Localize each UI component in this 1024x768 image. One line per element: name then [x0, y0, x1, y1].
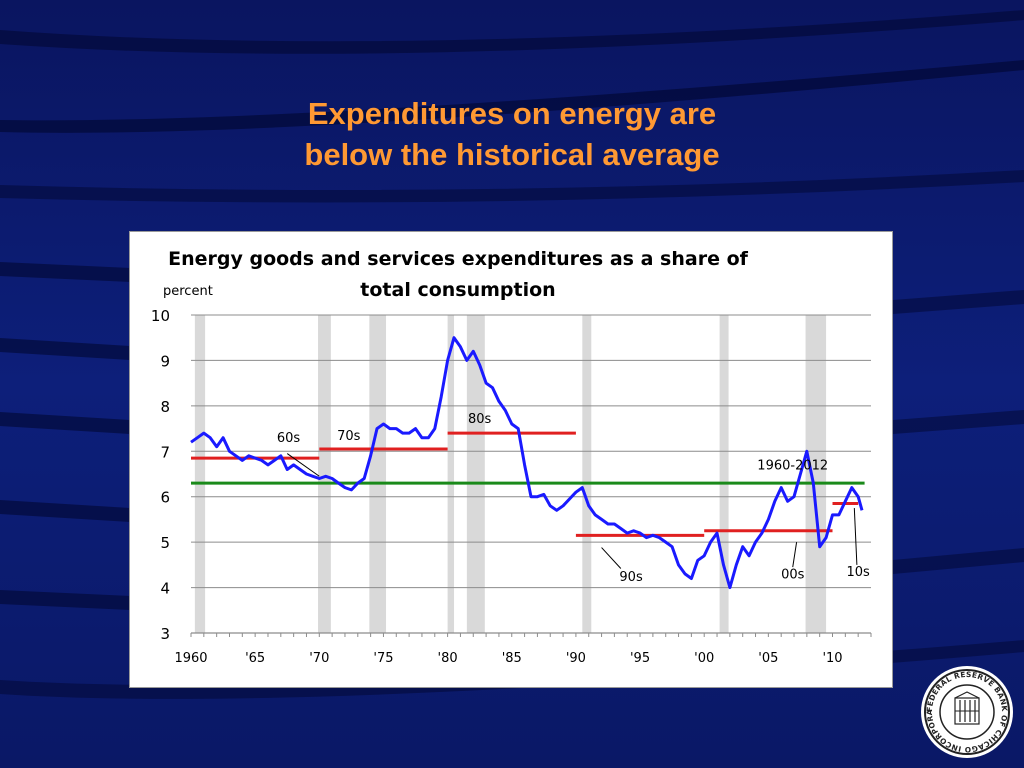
- x-tick-label: '05: [758, 651, 778, 666]
- recession-band: [318, 315, 331, 633]
- gridlines-group: [191, 314, 871, 589]
- x-tick-label: '80: [438, 651, 458, 666]
- y-tick-label: 6: [160, 489, 170, 507]
- energy-share-chart: 3 4 5 6 7 8 9 10 1960 '65 '70 '75 '80 '85 '90 '95 '00 '0…: [151, 248, 872, 666]
- y-tick-label: 9: [160, 352, 170, 370]
- recession-band: [447, 315, 455, 633]
- recession-band: [719, 315, 729, 633]
- federal-reserve-seal-logo: FEDERAL RESERVE BANK OF CHICAGO INCORPOR…: [919, 664, 1013, 758]
- y-tick-label: 10: [151, 307, 170, 325]
- annotation-leader-line: [601, 547, 622, 569]
- x-tick-label: '70: [309, 651, 329, 666]
- x-tick-label: '75: [373, 651, 393, 666]
- x-tick-label: 1960: [174, 651, 207, 666]
- recession-band: [194, 315, 206, 633]
- x-tick-label: '10: [822, 651, 842, 666]
- x-tick-labels-group: 1960 '65 '70 '75 '80 '85 '90 '95 '00 '05 '10: [174, 651, 842, 666]
- y-axis-unit-label: percent: [163, 284, 213, 299]
- y-tick-labels-group: 3 4 5 6 7 8 9 10: [151, 307, 170, 643]
- chart-panel: 3 4 5 6 7 8 9 10 1960 '65 '70 '75 '80 '85 '90 '95 '00 '0…: [129, 231, 893, 688]
- annotations-group: 60s 70s 80s 90s 00s 10s 1960-2012: [277, 412, 870, 585]
- average-line-label: 90s: [619, 570, 643, 585]
- annotation-leader-line: [792, 542, 798, 568]
- annotation-leader-line: [853, 508, 858, 565]
- slide-title: Expenditures on energy are below the his…: [0, 93, 1024, 175]
- chart-title-line-2: total consumption: [360, 279, 555, 301]
- annotation-leader-line: [286, 453, 320, 477]
- recession-band: [466, 315, 485, 633]
- average-line-label: 10s: [847, 565, 871, 580]
- recession-band: [805, 315, 827, 633]
- recession-band: [369, 315, 387, 633]
- x-tick-label: '95: [630, 651, 650, 666]
- x-tick-label: '65: [245, 651, 265, 666]
- average-line-label: 70s: [337, 429, 361, 444]
- recession-band: [582, 315, 592, 633]
- y-tick-label: 8: [160, 398, 170, 416]
- slide-title-line-2: below the historical average: [304, 137, 720, 172]
- energy-share-series-line: [190, 336, 864, 590]
- y-tick-label: 5: [160, 534, 170, 552]
- series-group: [190, 336, 864, 590]
- x-tick-label: '00: [694, 651, 714, 666]
- x-tick-label: '90: [566, 651, 586, 666]
- slide-title-line-1: Expenditures on energy are: [307, 96, 717, 131]
- average-line-label: 80s: [468, 412, 492, 427]
- average-line-label: 60s: [277, 431, 301, 446]
- average-line-label: 1960-2012: [757, 458, 828, 473]
- recession-shading-group: [194, 315, 827, 633]
- y-tick-label: 3: [160, 625, 170, 643]
- average-line-label: 00s: [781, 567, 805, 582]
- chart-title-line-1: Energy goods and services expenditures a…: [168, 248, 749, 270]
- y-tick-label: 4: [160, 580, 170, 598]
- x-tick-label: '85: [502, 651, 522, 666]
- y-tick-label: 7: [160, 443, 170, 461]
- axes-group: [190, 632, 872, 637]
